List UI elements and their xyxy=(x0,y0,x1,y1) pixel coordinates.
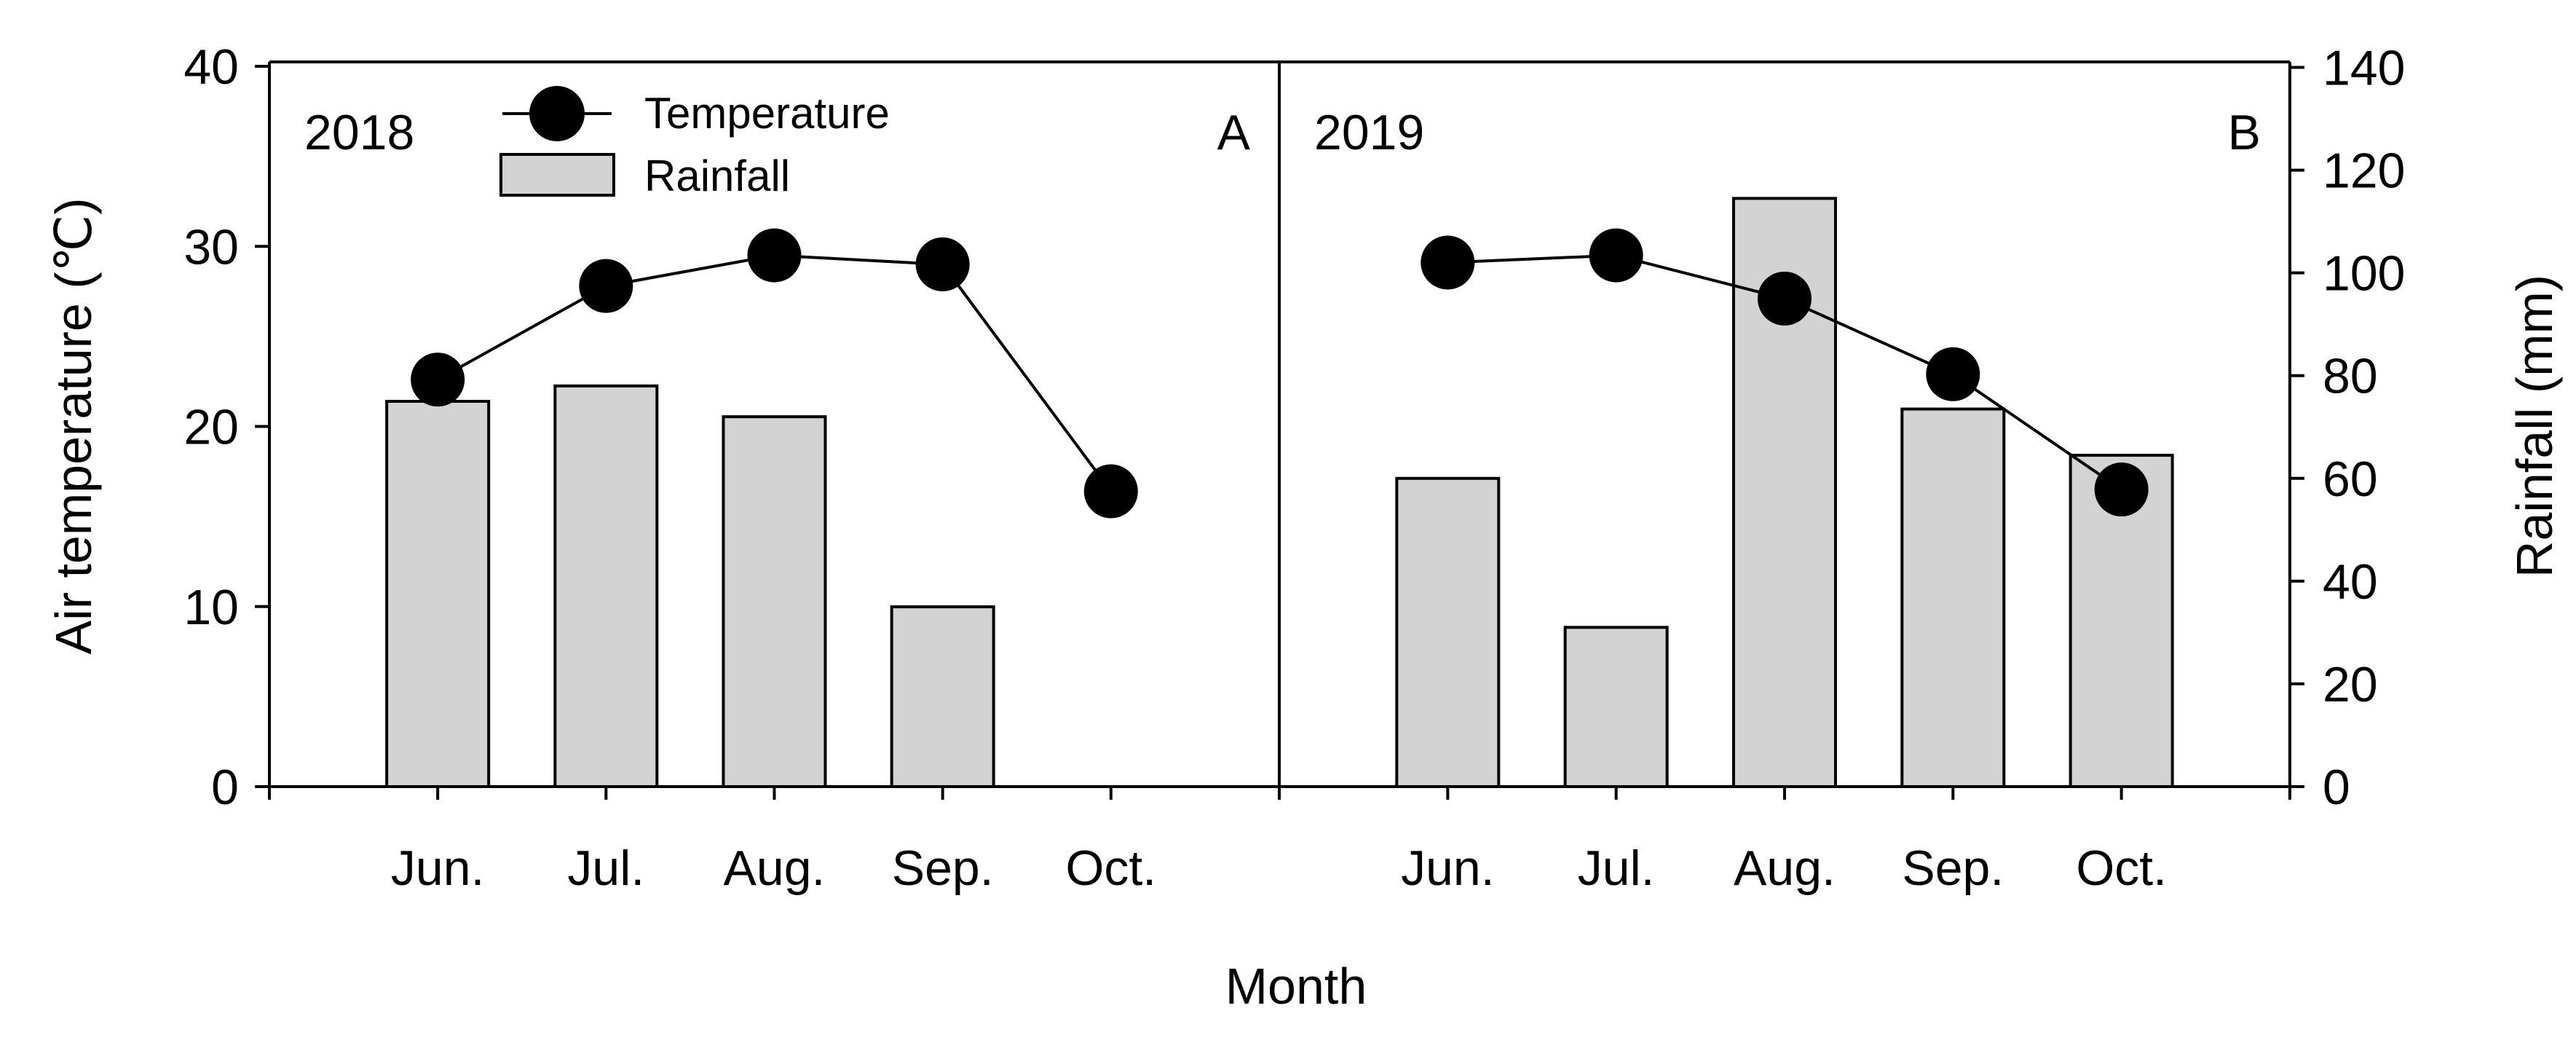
panel-a-year-label: 2018 xyxy=(304,105,414,160)
y-right-tick-label: 140 xyxy=(2323,41,2405,96)
panel-b-x-tick-label: Sep. xyxy=(1902,841,2004,896)
y-left-tick-label: 40 xyxy=(183,39,239,95)
panel-a-rainfall-bar-1 xyxy=(553,384,659,788)
panel-a-x-tick-label: Jul. xyxy=(567,841,644,896)
legend: Temperature Rainfall xyxy=(499,86,890,200)
panel-a-x-tick-label: Oct. xyxy=(1065,841,1156,896)
panel-b-x-tick-label: Oct. xyxy=(2076,841,2167,896)
legend-rainfall-swatch xyxy=(499,153,615,197)
panel-b-temperature-point-1 xyxy=(1589,228,1643,283)
panel-b-year-label: 2019 xyxy=(1314,105,1424,160)
panel-b-letter-label: B xyxy=(2228,105,2261,160)
y-right-tick-label: 0 xyxy=(2323,760,2350,815)
panel-b-rainfall-bar-1 xyxy=(1563,626,1669,789)
y-right-tick-label: 80 xyxy=(2323,349,2378,404)
panel-a-rainfall-bar-3 xyxy=(890,605,995,789)
panel-a-x-tick-label: Aug. xyxy=(724,841,826,896)
panel-b-temperature-point-4 xyxy=(2094,463,2149,517)
legend-rainfall-label: Rainfall xyxy=(644,151,790,200)
y-left-tick-label: 0 xyxy=(211,760,239,815)
panel-b-temperature-point-2 xyxy=(1758,271,1812,326)
y-left-tick-label: 20 xyxy=(183,400,239,455)
panel-a-temperature-point-1 xyxy=(579,259,633,313)
panel-b-rainfall-bar-3 xyxy=(1900,407,2006,788)
axes xyxy=(255,60,2304,800)
y-axis-right-title: Rainfall (mm) xyxy=(2506,275,2563,578)
panel-b-temperature-point-0 xyxy=(1421,235,1475,290)
panel-b-x-tick-label: Aug. xyxy=(1734,841,1836,896)
panel-a-rainfall-bar-2 xyxy=(722,415,827,788)
panel-a-x-tick-label: Jun. xyxy=(391,841,485,896)
panel-b-x-tick-label: Jun. xyxy=(1401,841,1495,896)
legend-temperature-marker xyxy=(529,86,585,141)
panel-a-letter-label: A xyxy=(1217,105,1251,160)
legend-temperature-label: Temperature xyxy=(644,89,890,138)
rainfall-bars xyxy=(385,197,2174,789)
panel-a-temperature-point-2 xyxy=(747,228,802,283)
panel-b-temperature-point-3 xyxy=(1926,347,1980,401)
y-axis-left-title: Air temperature (℃) xyxy=(45,197,102,654)
y-right-tick-label: 60 xyxy=(2323,452,2378,507)
y-right-tick-label: 120 xyxy=(2323,143,2405,199)
panel-a-temperature-point-4 xyxy=(1083,464,1138,519)
y-right-tick-label: 100 xyxy=(2323,246,2405,302)
panel-b-rainfall-bar-0 xyxy=(1395,476,1501,788)
y-left-tick-label: 10 xyxy=(183,580,239,635)
panel-a-rainfall-bar-0 xyxy=(385,400,491,788)
panel-b-x-tick-label: Jul. xyxy=(1578,841,1655,896)
y-left-tick-label: 30 xyxy=(183,219,239,275)
panel-a-temperature-point-3 xyxy=(915,237,970,291)
chart-text: Jun. Jul. Aug. Sep. Oct. 2018 A Jun. Jul. Aug. Sep… xyxy=(183,39,2405,896)
y-right-tick-label: 40 xyxy=(2323,554,2378,610)
temperature-series xyxy=(411,228,2149,519)
y-right-tick-label: 20 xyxy=(2323,657,2378,712)
panel-a-x-tick-label: Sep. xyxy=(892,841,994,896)
panel-a-temperature-point-0 xyxy=(411,353,465,407)
x-axis-title: Month xyxy=(1225,958,1367,1015)
